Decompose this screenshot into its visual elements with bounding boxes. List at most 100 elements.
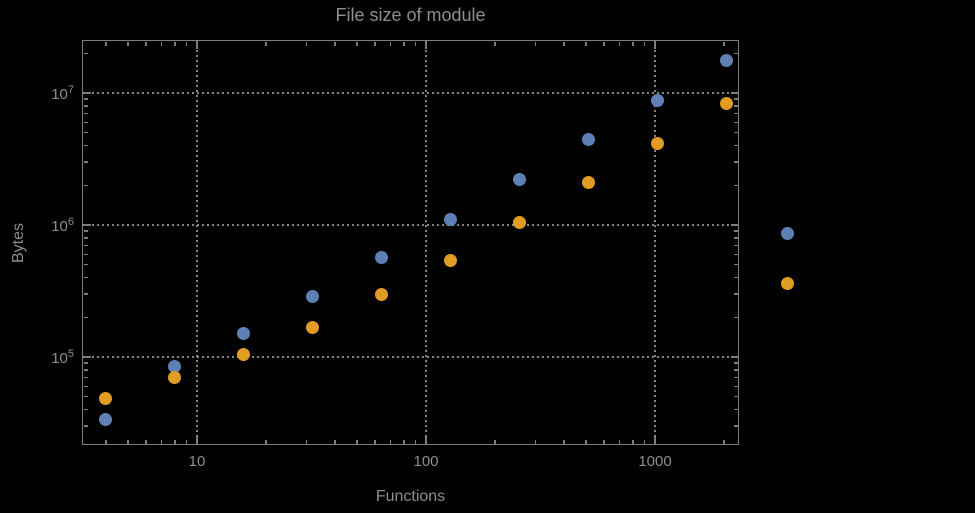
y-tick-label: 107 [51, 84, 74, 103]
major-tick-right [730, 92, 738, 94]
x-axis-label: Functions [375, 488, 446, 505]
major-tick-right [730, 224, 738, 226]
minor-tick-left [83, 263, 88, 266]
minor-tick-left [83, 112, 88, 115]
minor-tick-bottom [145, 439, 147, 444]
blue-series-point [237, 326, 251, 340]
minor-tick-top [356, 41, 358, 46]
minor-tick-bottom [389, 439, 392, 444]
minor-tick-left [83, 131, 88, 134]
minor-tick-right [733, 369, 738, 371]
minor-tick-bottom [356, 439, 358, 444]
minor-tick-top [563, 41, 565, 46]
minor-tick-left [83, 369, 88, 371]
minor-tick-left [83, 376, 88, 379]
minor-tick-right [733, 293, 738, 295]
orange-series-point [781, 276, 795, 290]
minor-tick-bottom [414, 439, 417, 444]
major-tick-left [83, 224, 91, 226]
minor-tick-bottom [563, 439, 565, 444]
axis-tick-layer [82, 40, 739, 445]
minor-tick-right [733, 112, 738, 115]
minor-tick-right [733, 408, 738, 411]
minor-tick-bottom [618, 439, 621, 444]
minor-tick-top [374, 41, 376, 46]
minor-tick-bottom [534, 439, 536, 444]
minor-tick-right [733, 121, 738, 124]
minor-tick-left [83, 52, 88, 54]
blue-series-point [306, 289, 320, 303]
minor-tick-bottom [305, 439, 307, 444]
minor-tick-top [185, 41, 188, 46]
blue-series-point [581, 133, 595, 147]
major-tick-left [83, 356, 91, 358]
blue-series-point [650, 94, 664, 108]
gridline-x-10 [196, 40, 198, 445]
minor-tick-top [603, 41, 605, 46]
minor-tick-left [83, 293, 88, 295]
blue-series-point [512, 173, 526, 187]
minor-tick-right [733, 237, 738, 239]
minor-tick-bottom [174, 439, 176, 444]
major-tick-top [654, 41, 656, 49]
minor-tick-top [643, 41, 646, 46]
minor-tick-bottom [334, 439, 336, 444]
orange-series-point [719, 97, 733, 111]
minor-tick-top [265, 41, 267, 46]
minor-tick-right [733, 52, 738, 54]
minor-tick-bottom [185, 439, 188, 444]
minor-tick-top [174, 41, 176, 46]
data-point-layer [82, 40, 795, 445]
minor-tick-bottom [603, 439, 605, 444]
minor-tick-bottom [585, 439, 587, 444]
minor-tick-bottom [160, 439, 163, 444]
major-tick-left [83, 92, 91, 94]
y-tick-label: 106 [51, 216, 74, 235]
minor-tick-left [83, 121, 88, 124]
minor-tick-right [733, 161, 738, 163]
minor-tick-right [733, 263, 738, 266]
minor-tick-left [83, 105, 88, 107]
minor-tick-bottom [374, 439, 376, 444]
minor-tick-left [83, 237, 88, 239]
minor-tick-left [83, 362, 88, 364]
minor-tick-top [105, 41, 107, 46]
minor-tick-right [733, 253, 738, 256]
plot-title: File size of module [335, 5, 486, 25]
minor-tick-left [83, 316, 88, 318]
minor-tick-left [83, 230, 88, 232]
blue-series-point [781, 227, 795, 241]
orange-series-point [306, 320, 320, 334]
plot-frame [82, 40, 739, 445]
orange-series-point [444, 254, 458, 268]
gridline-y-10000000 [82, 92, 739, 94]
minor-tick-right [733, 98, 738, 100]
minor-tick-top [494, 41, 496, 46]
minor-tick-left [83, 425, 88, 427]
minor-tick-right [733, 395, 738, 398]
minor-tick-right [733, 425, 738, 427]
minor-tick-top [723, 41, 725, 46]
minor-tick-top [585, 41, 587, 46]
minor-tick-top [145, 41, 147, 46]
minor-tick-right [733, 376, 738, 379]
minor-tick-top [389, 41, 392, 46]
minor-tick-bottom [632, 439, 634, 444]
minor-tick-bottom [723, 439, 725, 444]
minor-tick-top [414, 41, 417, 46]
minor-tick-top [618, 41, 621, 46]
major-tick-bottom [425, 436, 427, 444]
major-tick-right [730, 356, 738, 358]
y-axis-label: Bytes [10, 223, 27, 264]
gridline-y-100000 [82, 356, 739, 358]
orange-series-point [581, 176, 595, 190]
gridline-x-1000 [654, 40, 656, 445]
x-tick-label: 10 [188, 453, 206, 470]
minor-tick-left [83, 385, 88, 388]
minor-tick-right [733, 105, 738, 107]
major-tick-top [196, 41, 198, 49]
minor-tick-top [334, 41, 336, 46]
minor-tick-left [83, 395, 88, 398]
blue-series-point [444, 212, 458, 226]
